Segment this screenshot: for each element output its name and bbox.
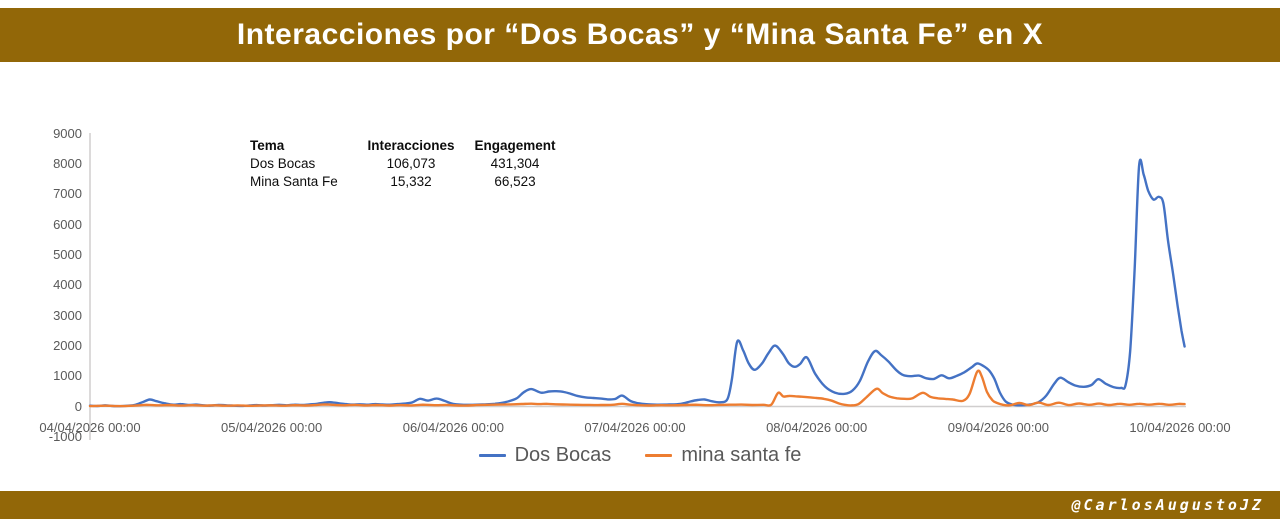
legend-label: mina santa fe — [681, 444, 802, 466]
y-axis-tick-label: 8000 — [53, 156, 82, 172]
x-axis-tick-label: 08/04/2026 00:00 — [766, 420, 868, 435]
x-axis-tick-label: 10/04/2026 00:00 — [1129, 420, 1231, 435]
table-cell-engagement-2: 66,523 — [494, 174, 536, 189]
line-swatch-icon — [645, 454, 673, 457]
table-cell-engagement-1: 431,304 — [490, 156, 540, 171]
footer-banner: @CarlosAugustoJZ — [0, 491, 1280, 519]
summary-table: Tema Interacciones Engagement Dos Bocas … — [250, 137, 566, 190]
chart-legend: Dos Bocas mina santa fe — [0, 444, 1280, 467]
y-axis-tick-label: 6000 — [53, 216, 82, 232]
y-axis-tick-label: 3000 — [53, 307, 82, 323]
y-axis-tick-label: 4000 — [53, 277, 82, 293]
series-line-mina-santa-fe — [88, 369, 1186, 408]
table-cell-interactions-2: 15,332 — [390, 174, 432, 189]
x-axis-tick-label: 07/04/2026 00:00 — [584, 420, 686, 435]
legend-item-dos-bocas: Dos Bocas — [478, 444, 612, 467]
header-banner: Interacciones por “Dos Bocas” y “Mina Sa… — [0, 8, 1280, 62]
legend-item-mina-santa-fe: mina santa fe — [645, 444, 801, 467]
y-axis-tick-label: 0 — [74, 398, 82, 414]
y-axis-tick-label: 5000 — [53, 247, 82, 262]
y-axis-tick-label: 7000 — [53, 186, 82, 202]
y-axis-tick-label: 2000 — [53, 337, 82, 353]
y-axis-tick-label: 9000 — [53, 125, 82, 141]
table-header-tema: Tema — [250, 138, 285, 153]
x-axis-tick-label: 05/04/2026 00:00 — [221, 420, 323, 435]
x-axis-tick-label: 06/04/2026 00:00 — [402, 420, 504, 435]
table-cell-interactions-1: 106,073 — [386, 156, 436, 171]
table-cell-topic-1: Dos Bocas — [250, 156, 316, 171]
x-axis-tick-label: 04/04/2026 00:00 — [39, 420, 141, 435]
y-axis-tick-label: -1000 — [48, 428, 82, 444]
series-line-dos-bocas — [88, 158, 1186, 408]
x-axis-tick-label: 09/04/2026 00:00 — [947, 420, 1049, 435]
y-axis-tick-label: 1000 — [53, 368, 82, 384]
table-cell-topic-2: Mina Santa Fe — [250, 174, 338, 189]
author-handle: @CarlosAugustoJZ — [1071, 496, 1264, 514]
table-header-engagement: Engagement — [474, 138, 556, 153]
table-header-interacciones: Interacciones — [367, 138, 455, 153]
legend-label: Dos Bocas — [514, 444, 612, 466]
page-title: Interacciones por “Dos Bocas” y “Mina Sa… — [236, 18, 1044, 51]
line-swatch-icon — [478, 454, 506, 457]
